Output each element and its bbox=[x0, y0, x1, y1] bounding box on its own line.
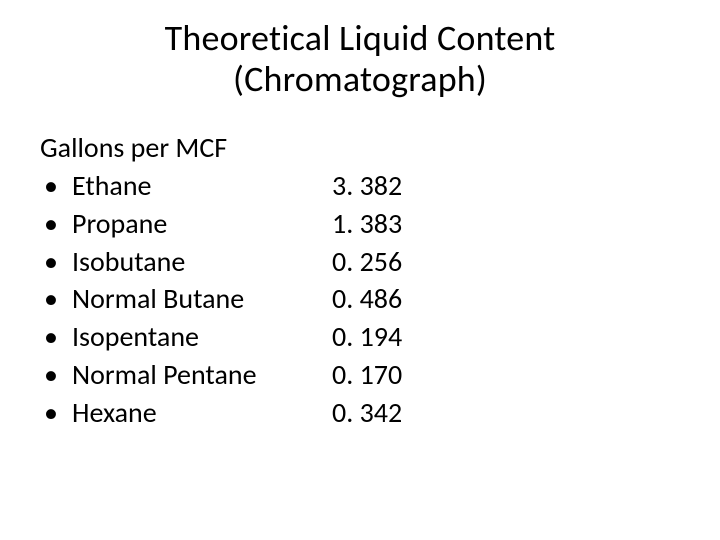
compound-label: Hexane bbox=[72, 394, 332, 432]
bullet-icon: • bbox=[40, 318, 72, 356]
list-item: • Normal Pentane 0. 170 bbox=[40, 356, 680, 394]
compound-value: 0. 342 bbox=[332, 394, 452, 432]
slide-body: Gallons per MCF • Ethane 3. 382 • Propan… bbox=[40, 130, 680, 432]
list-item: • Isobutane 0. 256 bbox=[40, 243, 680, 281]
list-item: • Hexane 0. 342 bbox=[40, 394, 680, 432]
bullet-icon: • bbox=[40, 280, 72, 318]
list-item: • Normal Butane 0. 486 bbox=[40, 280, 680, 318]
compound-label: Ethane bbox=[72, 167, 332, 205]
compound-value: 1. 383 bbox=[332, 205, 452, 243]
bullet-icon: • bbox=[40, 167, 72, 205]
compound-label: Propane bbox=[72, 205, 332, 243]
bullet-icon: • bbox=[40, 356, 72, 394]
compound-value: 0. 194 bbox=[332, 318, 452, 356]
compound-label: Normal Butane bbox=[72, 280, 332, 318]
slide: Theoretical Liquid Content (Chromatograp… bbox=[0, 0, 720, 540]
compound-value: 0. 486 bbox=[332, 280, 452, 318]
title-line-1: Theoretical Liquid Content bbox=[0, 18, 720, 59]
compound-value: 3. 382 bbox=[332, 167, 452, 205]
slide-title: Theoretical Liquid Content (Chromatograp… bbox=[0, 0, 720, 101]
subheading: Gallons per MCF bbox=[40, 130, 680, 165]
bullet-icon: • bbox=[40, 394, 72, 432]
bullet-icon: • bbox=[40, 243, 72, 281]
compound-value: 0. 170 bbox=[332, 356, 452, 394]
title-line-2: (Chromatograph) bbox=[0, 59, 720, 100]
list-item: • Propane 1. 383 bbox=[40, 205, 680, 243]
list-item: • Isopentane 0. 194 bbox=[40, 318, 680, 356]
list-item: • Ethane 3. 382 bbox=[40, 167, 680, 205]
bullet-icon: • bbox=[40, 205, 72, 243]
compound-label: Isopentane bbox=[72, 318, 332, 356]
compound-value: 0. 256 bbox=[332, 243, 452, 281]
compound-label: Isobutane bbox=[72, 243, 332, 281]
compound-label: Normal Pentane bbox=[72, 356, 332, 394]
